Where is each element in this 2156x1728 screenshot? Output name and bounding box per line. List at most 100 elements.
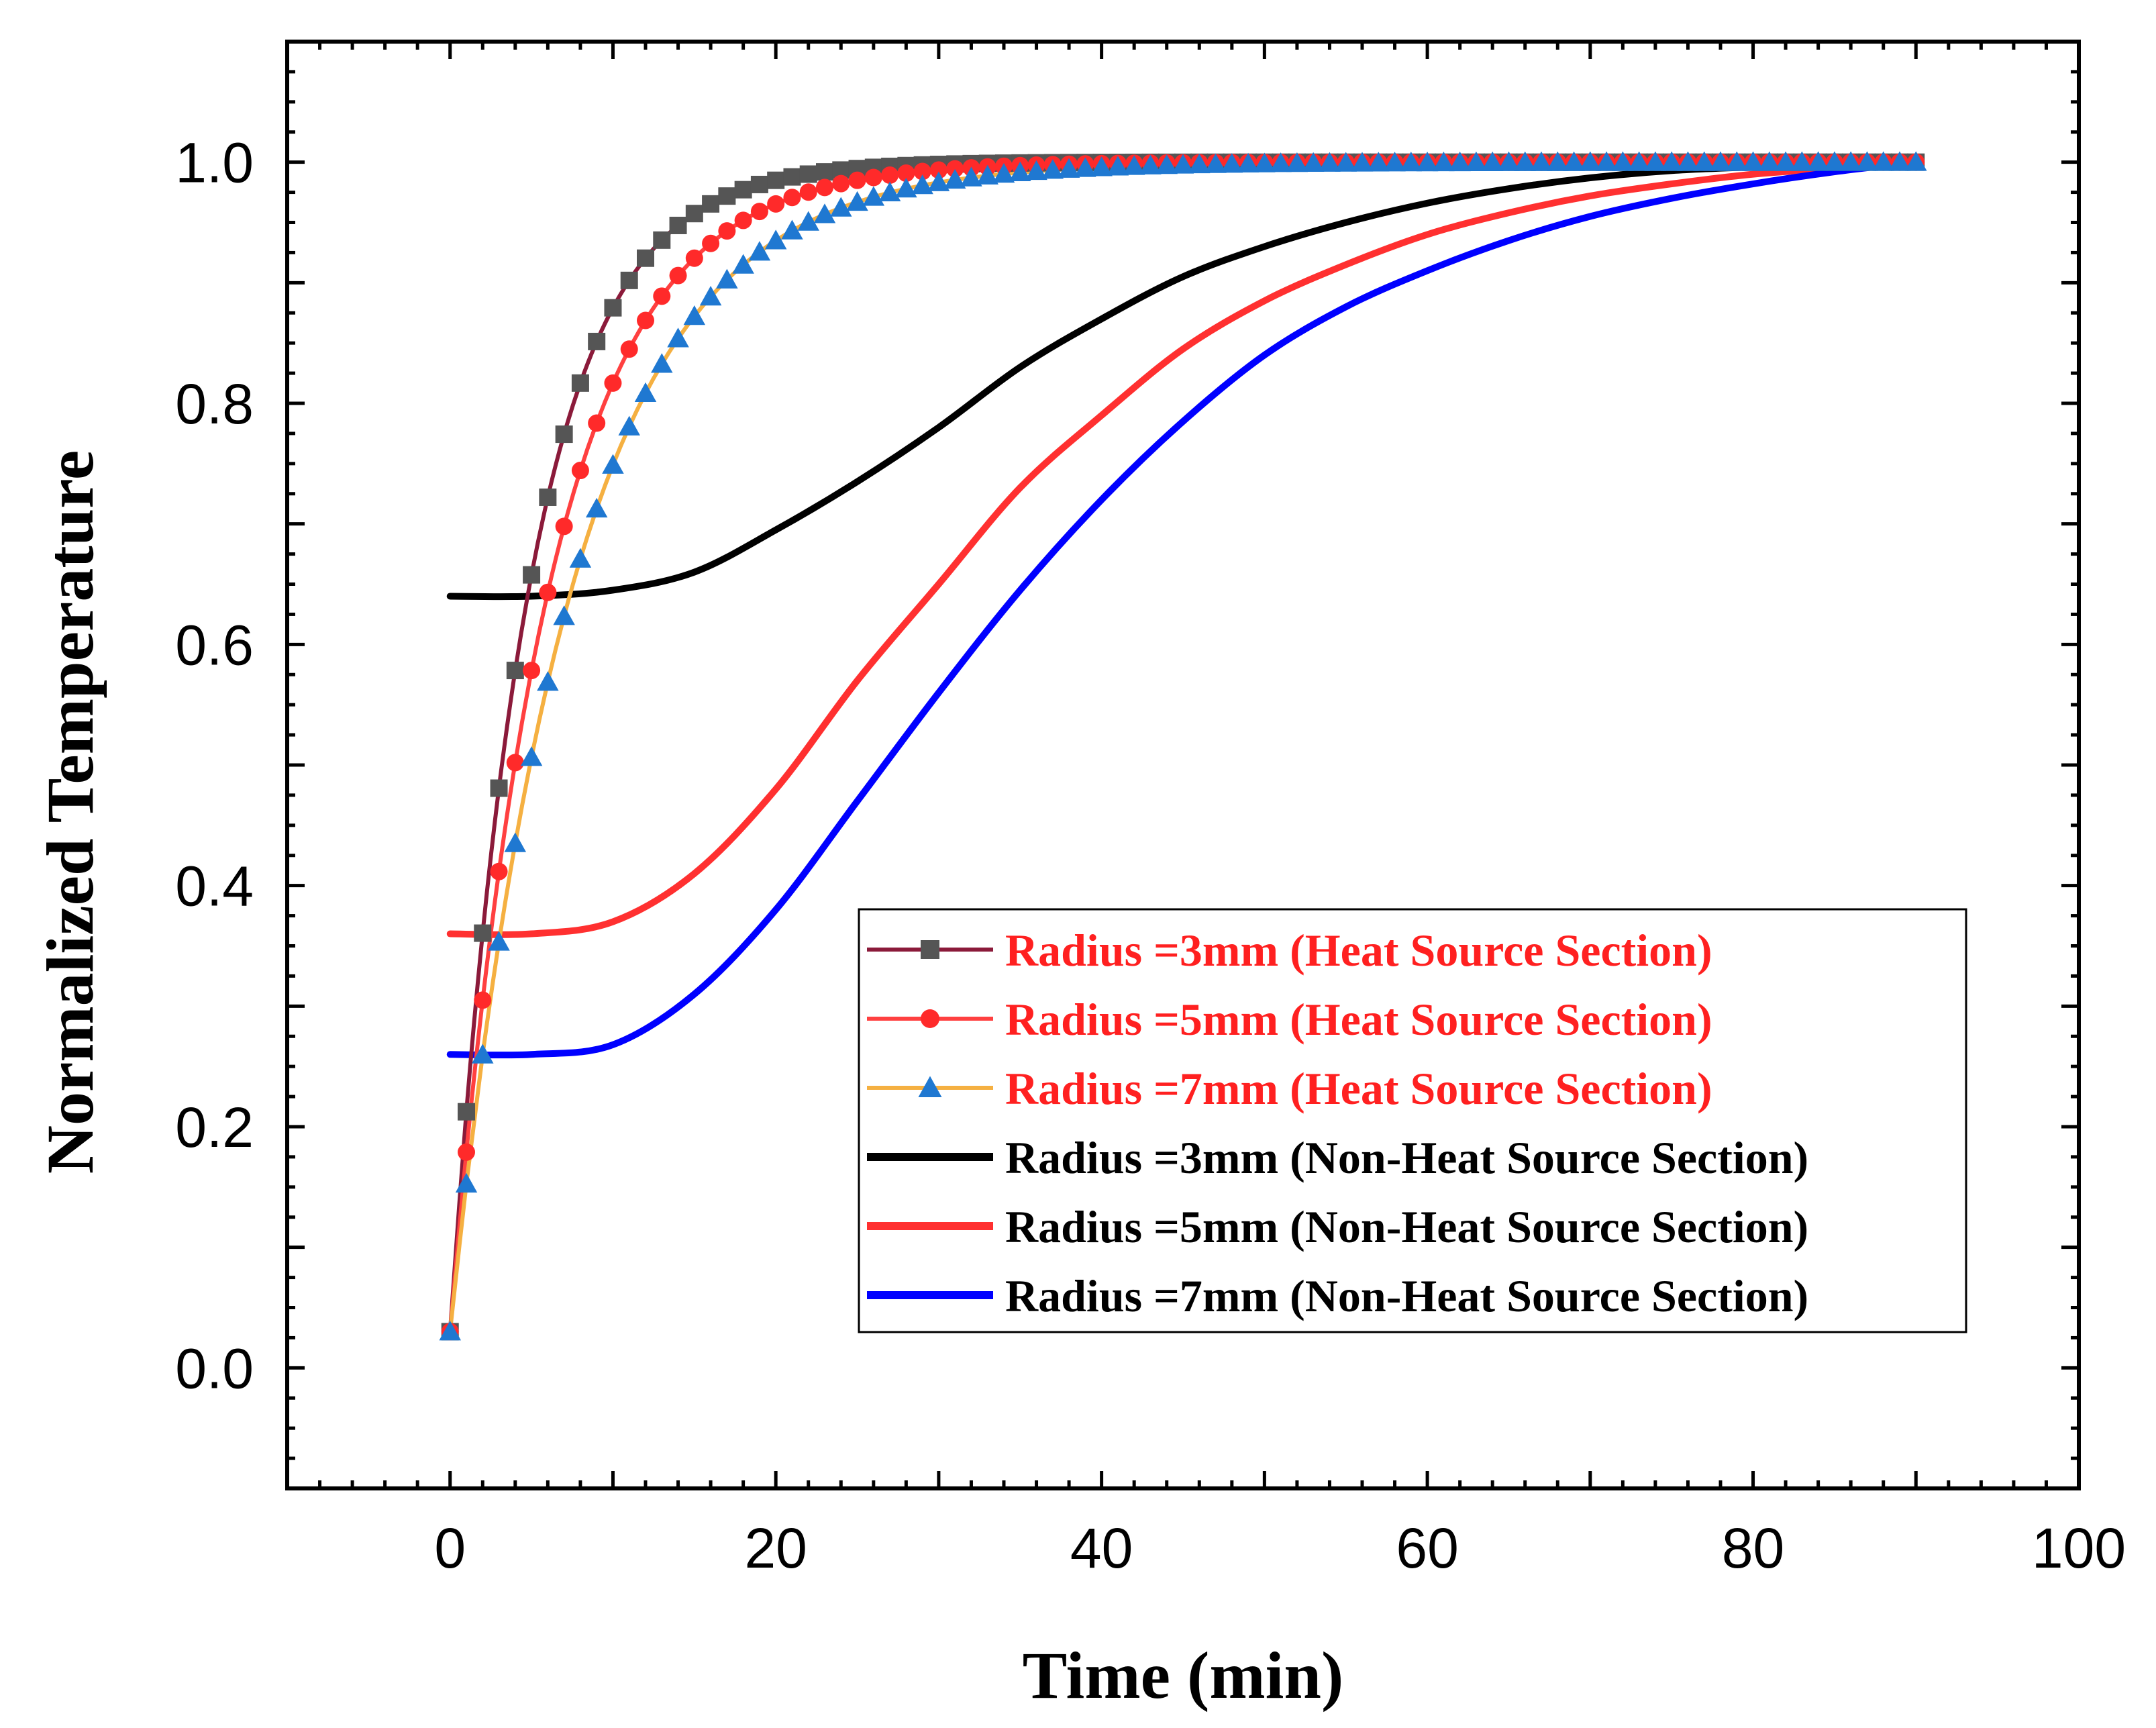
- data-point-square: [620, 271, 638, 289]
- x-tick-label: 80: [1722, 1517, 1784, 1580]
- data-point-triangle: [1612, 151, 1634, 171]
- data-point-triangle: [781, 219, 803, 240]
- data-point-square: [555, 425, 573, 444]
- x-tick-label: 40: [1070, 1517, 1133, 1580]
- data-point-circle: [816, 179, 833, 197]
- legend-box: [858, 908, 1967, 1333]
- data-point-triangle: [1774, 151, 1797, 171]
- data-point-circle: [637, 311, 654, 329]
- data-point-triangle: [992, 163, 1015, 183]
- data-point-triangle: [1693, 151, 1715, 171]
- data-point-square: [921, 940, 939, 959]
- data-point-triangle: [569, 548, 592, 568]
- series-line-5: [446, 158, 1920, 938]
- data-point-triangle: [976, 164, 998, 185]
- y-tick-label: 1.0: [175, 132, 254, 195]
- y-tick-label: 0.0: [175, 1337, 254, 1400]
- data-point-circle: [913, 162, 931, 181]
- data-point-circle: [718, 222, 736, 240]
- data-point-triangle: [1872, 151, 1894, 171]
- data-point-triangle: [1188, 153, 1211, 174]
- legend-label: Radius =7mm (Heat Source Section): [1005, 1063, 1712, 1114]
- data-point-triangle: [1400, 152, 1423, 172]
- data-point-circle: [881, 166, 899, 185]
- data-point-square: [490, 779, 508, 797]
- data-point-square: [718, 187, 736, 205]
- data-point-triangle: [862, 186, 885, 206]
- data-point-triangle: [797, 211, 819, 231]
- data-point-circle: [555, 517, 573, 536]
- data-point-triangle: [918, 1076, 942, 1097]
- data-point-circle: [702, 234, 720, 252]
- data-point-triangle: [1009, 161, 1031, 182]
- data-point-triangle: [1204, 153, 1227, 173]
- y-tick-label: 0.2: [175, 1096, 254, 1159]
- data-point-triangle: [1726, 151, 1748, 171]
- data-point-triangle: [1319, 152, 1341, 172]
- legend-label: Radius =5mm (Heat Source Section): [1005, 994, 1712, 1045]
- data-point-circle: [653, 287, 671, 305]
- data-point-square: [685, 205, 703, 223]
- data-point-square: [750, 175, 768, 193]
- data-point-circle: [669, 266, 687, 285]
- data-point-triangle: [1595, 151, 1618, 171]
- data-point-circle: [767, 195, 785, 213]
- data-point-square: [816, 163, 833, 181]
- data-point-square: [539, 488, 557, 506]
- data-point-triangle: [732, 254, 754, 274]
- data-point-triangle: [1090, 156, 1113, 176]
- legend-entry-2: Radius =5mm (Heat Source Section): [867, 994, 1712, 1045]
- data-point-triangle: [1253, 152, 1276, 172]
- data-point-triangle: [1856, 151, 1878, 171]
- data-point-square: [474, 924, 492, 942]
- data-point-triangle: [846, 191, 868, 211]
- data-point-triangle: [602, 454, 624, 474]
- data-point-triangle: [943, 168, 966, 189]
- legend-entry-4: Radius =3mm (Non-Heat Source Section): [867, 1132, 1808, 1183]
- data-point-triangle: [1465, 151, 1488, 172]
- data-point-triangle: [1449, 151, 1471, 172]
- data-point-circle: [734, 211, 752, 230]
- data-point-triangle: [1791, 151, 1813, 171]
- data-point-triangle: [1074, 157, 1096, 177]
- legend-label: Radius =7mm (Non-Heat Source Section): [1005, 1270, 1808, 1321]
- data-point-triangle: [1709, 151, 1732, 171]
- data-point-triangle: [1058, 158, 1080, 178]
- axis-labels: 0 20 40 60 80 100 0.0 0.2 0.4 0.6 0.8 1.0 Time (min)…: [33, 132, 2126, 1713]
- data-point-circle: [921, 1009, 939, 1028]
- data-point-square: [734, 181, 752, 199]
- markers-layer: [439, 151, 1927, 1341]
- data-point-triangle: [683, 305, 706, 325]
- data-point-triangle: [472, 1044, 494, 1064]
- data-point-triangle: [1839, 151, 1862, 171]
- data-point-triangle: [585, 497, 608, 518]
- y-axis-title: Normalized Temperature: [33, 450, 107, 1174]
- data-point-triangle: [520, 746, 543, 766]
- data-point-square: [523, 566, 541, 584]
- data-point-triangle: [748, 241, 771, 261]
- legend-entry-5: Radius =5mm (Non-Heat Source Section): [867, 1201, 1808, 1252]
- data-point-square: [637, 249, 654, 267]
- data-point-triangle: [439, 1321, 461, 1341]
- legend-entry-1: Radius =3mm (Heat Source Section): [867, 925, 1712, 976]
- data-point-triangle: [1302, 152, 1325, 172]
- data-point-circle: [604, 374, 622, 392]
- data-point-circle: [897, 164, 915, 183]
- data-point-triangle: [830, 197, 852, 217]
- data-point-triangle: [1139, 154, 1162, 174]
- data-point-circle: [848, 171, 866, 189]
- legend-entry-6: Radius =7mm (Non-Heat Source Section): [867, 1270, 1808, 1321]
- data-point-circle: [588, 414, 606, 432]
- data-point-triangle: [716, 268, 738, 289]
- data-point-square: [588, 332, 606, 350]
- data-point-square: [604, 299, 622, 317]
- data-point-triangle: [1286, 152, 1308, 172]
- data-point-triangle: [1579, 151, 1602, 171]
- data-point-circle: [946, 160, 964, 178]
- data-point-triangle: [1041, 159, 1064, 179]
- data-point-triangle: [1351, 152, 1374, 172]
- data-point-square: [783, 168, 801, 186]
- data-point-triangle: [895, 178, 917, 198]
- legend-entry-3: Radius =7mm (Heat Source Section): [867, 1063, 1712, 1114]
